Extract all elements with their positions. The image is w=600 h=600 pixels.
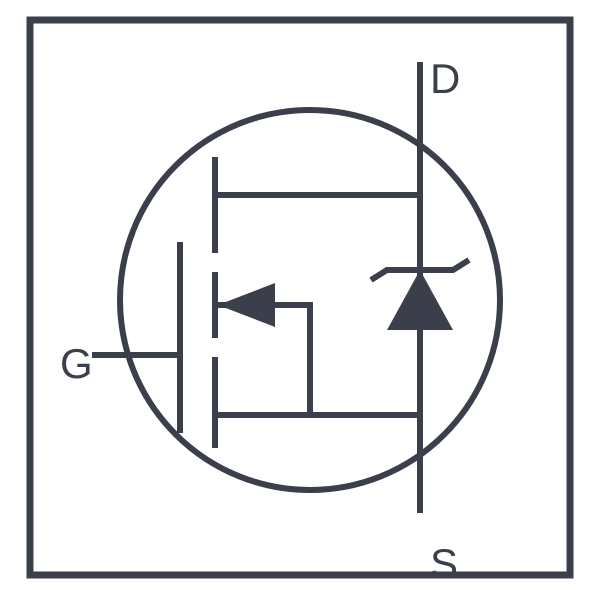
label-gate: G: [60, 340, 93, 388]
label-drain: D: [430, 55, 460, 103]
schematic-frame: [0, 0, 600, 600]
label-source: S: [430, 540, 458, 588]
mosfet-symbol: [0, 0, 600, 600]
